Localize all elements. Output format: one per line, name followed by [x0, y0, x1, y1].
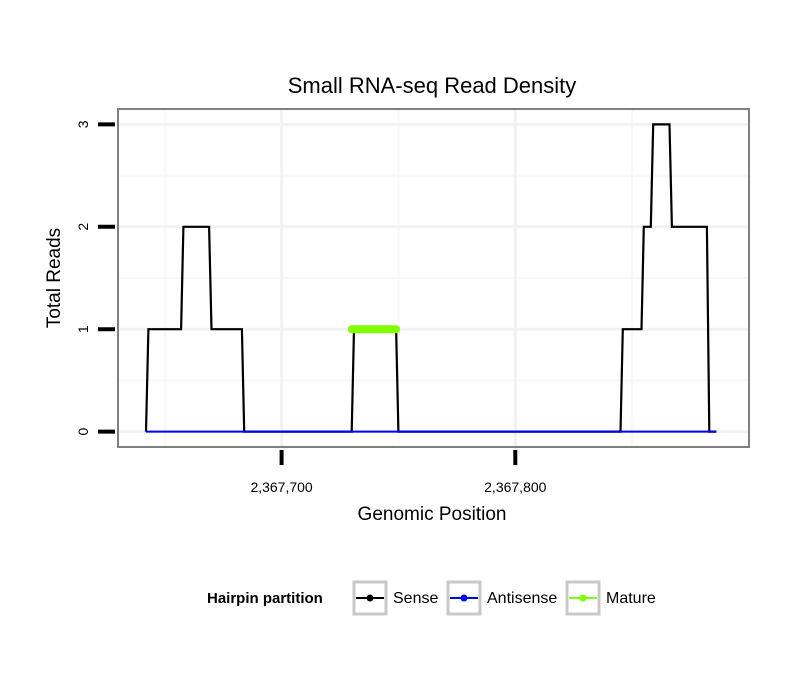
legend-title: Hairpin partition	[207, 590, 323, 607]
y-tick-label: 0	[75, 428, 91, 436]
plot-panel-border	[117, 108, 750, 448]
x-tick-label: 2,367,700	[250, 479, 312, 495]
legend-label-antisense: Antisense	[487, 590, 557, 607]
legend-label-mature: Mature	[606, 590, 656, 607]
legend-point-antisense	[460, 594, 468, 602]
y-tick-label: 1	[75, 325, 91, 333]
legend: Hairpin partition Sense Antisense Mature	[207, 580, 656, 616]
x-tick-label: 2,367,800	[484, 479, 546, 495]
legend-point-sense	[366, 594, 374, 602]
y-tick-label: 3	[75, 120, 91, 128]
chart-title: Small RNA-seq Read Density	[288, 73, 577, 98]
y-axis-label: Total Reads	[44, 228, 65, 328]
y-tick-label: 2	[75, 223, 91, 231]
series-layer	[144, 123, 717, 433]
x-axis-label: Genomic Position	[358, 504, 507, 525]
legend-point-mature	[579, 594, 587, 602]
x-axis: 2,367,700 2,367,800	[250, 450, 547, 495]
legend-label-sense: Sense	[393, 590, 438, 607]
y-axis: 0 1 2 3	[75, 120, 115, 436]
